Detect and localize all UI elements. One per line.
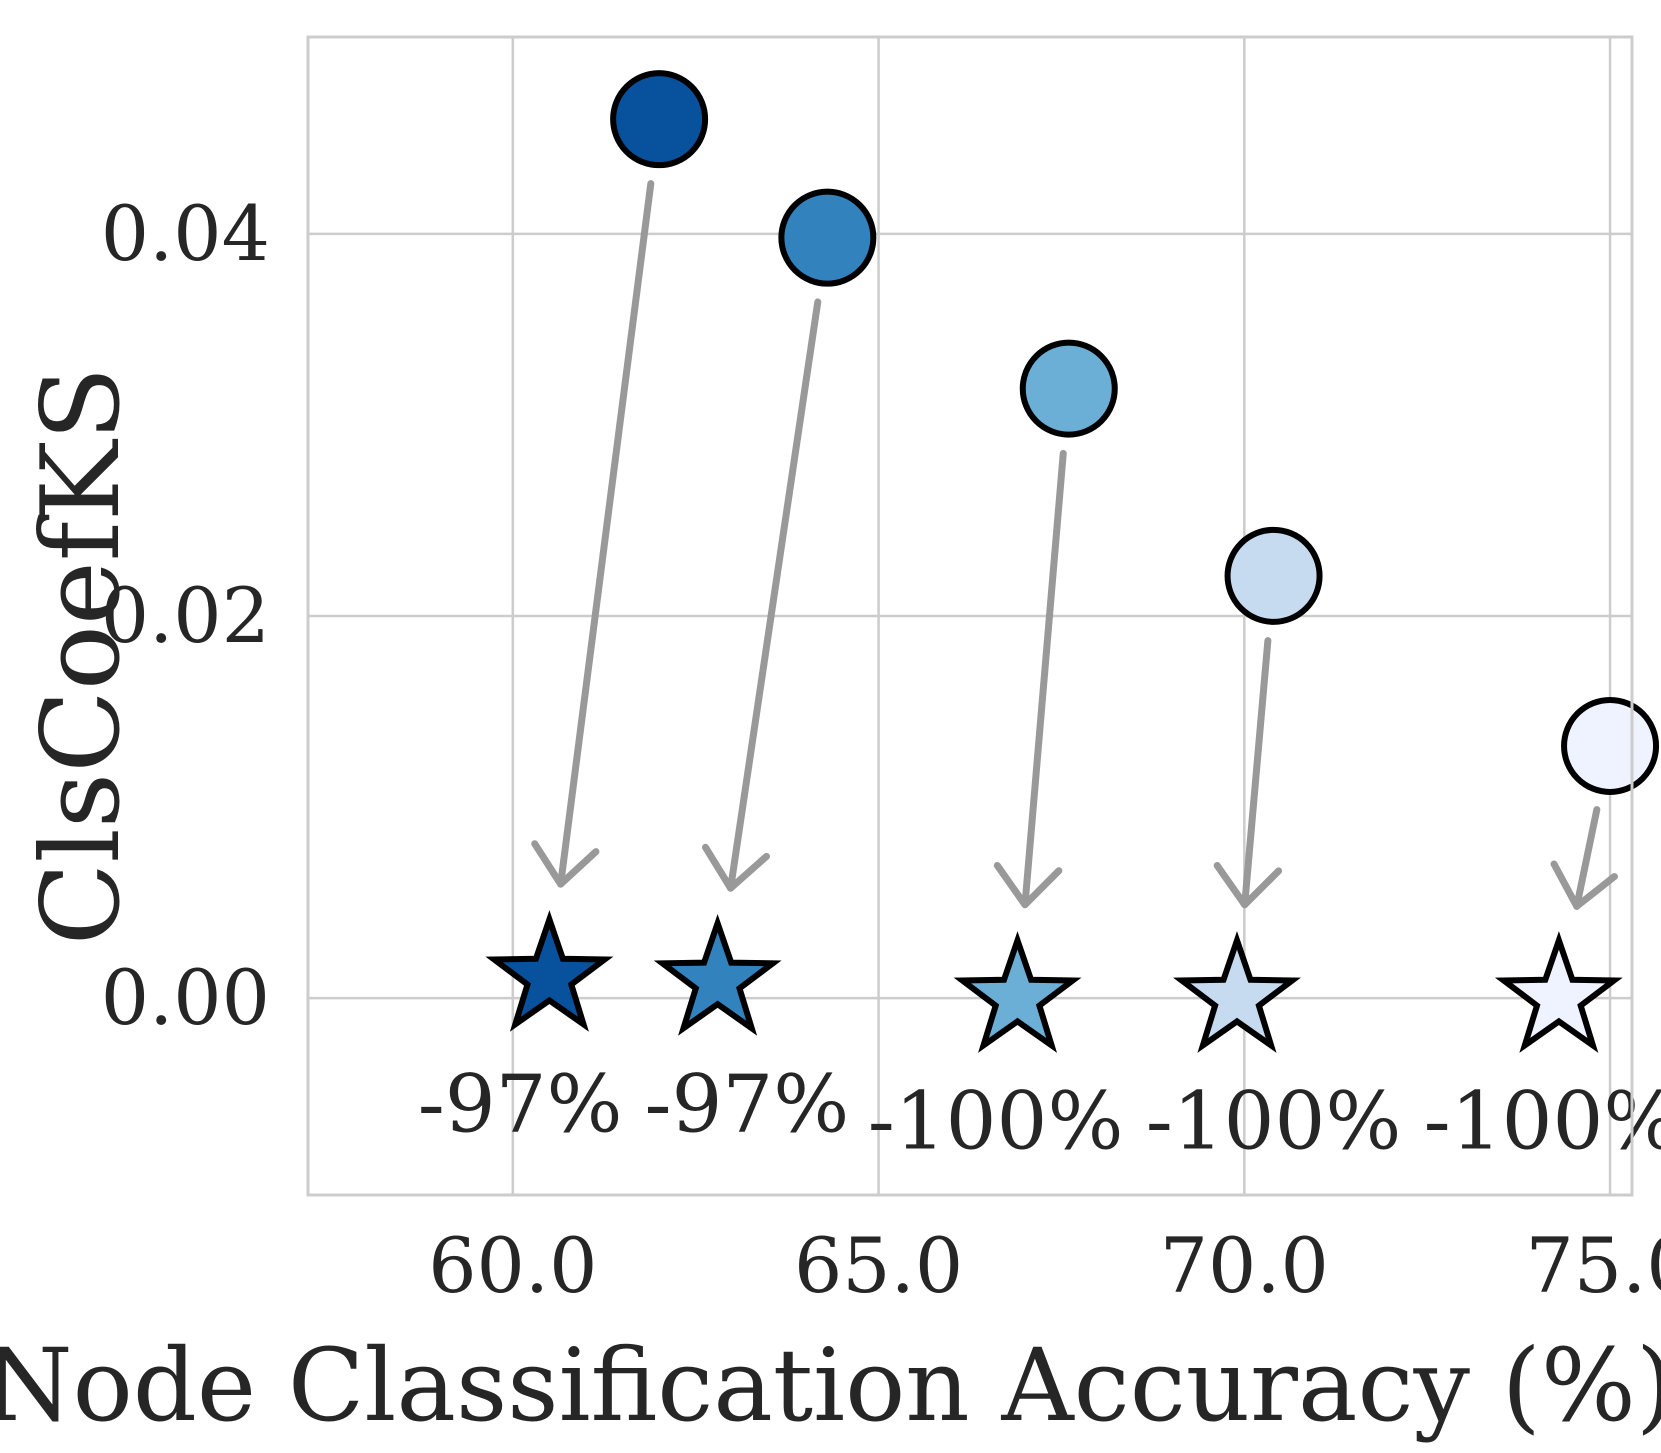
star-point bbox=[1173, 931, 1301, 1053]
circle-point bbox=[778, 188, 877, 287]
star-point bbox=[653, 913, 782, 1036]
percent-change-label: -100% bbox=[868, 1074, 1124, 1167]
x-tick-label: 75.0 bbox=[1525, 1221, 1661, 1310]
markers bbox=[485, 70, 1660, 1053]
arrow bbox=[701, 298, 822, 892]
x-tick-label: 65.0 bbox=[794, 1221, 963, 1310]
circle-point bbox=[1019, 339, 1118, 438]
y-tick-label: 0.04 bbox=[101, 189, 270, 278]
star-point bbox=[485, 910, 614, 1032]
circle-point bbox=[1224, 526, 1323, 625]
arrow bbox=[993, 449, 1067, 909]
arrow bbox=[1213, 637, 1283, 909]
percent-change-label: -97% bbox=[418, 1057, 623, 1150]
circle-point bbox=[610, 70, 709, 169]
star-point bbox=[953, 931, 1082, 1053]
y-axis-title: ClsCoefKS bbox=[19, 367, 144, 946]
x-axis-title: Node Classification Accuracy (%) bbox=[0, 1327, 1661, 1444]
percent-change-label: -97% bbox=[644, 1057, 849, 1150]
percent-change-label: -100% bbox=[1146, 1074, 1402, 1167]
labels: -97% -97% -100% -100% -100% bbox=[418, 1057, 1661, 1167]
star-point bbox=[1494, 931, 1623, 1053]
y-tick-label: 0.00 bbox=[101, 953, 270, 1042]
percent-change-label: -100% bbox=[1424, 1074, 1661, 1167]
arrow bbox=[1550, 806, 1618, 910]
tick-labels: 60.0 65.0 70.0 75.0 0.00 0.02 0.04 bbox=[101, 189, 1661, 1310]
arrow bbox=[531, 180, 655, 888]
y-tick-label: 0.02 bbox=[101, 571, 270, 660]
plot-frame bbox=[306, 35, 1634, 1197]
circle-point bbox=[1561, 696, 1660, 795]
x-tick-label: 70.0 bbox=[1160, 1221, 1329, 1310]
grid bbox=[308, 37, 1632, 1195]
x-tick-label: 60.0 bbox=[428, 1221, 597, 1310]
arrows bbox=[531, 180, 1618, 910]
